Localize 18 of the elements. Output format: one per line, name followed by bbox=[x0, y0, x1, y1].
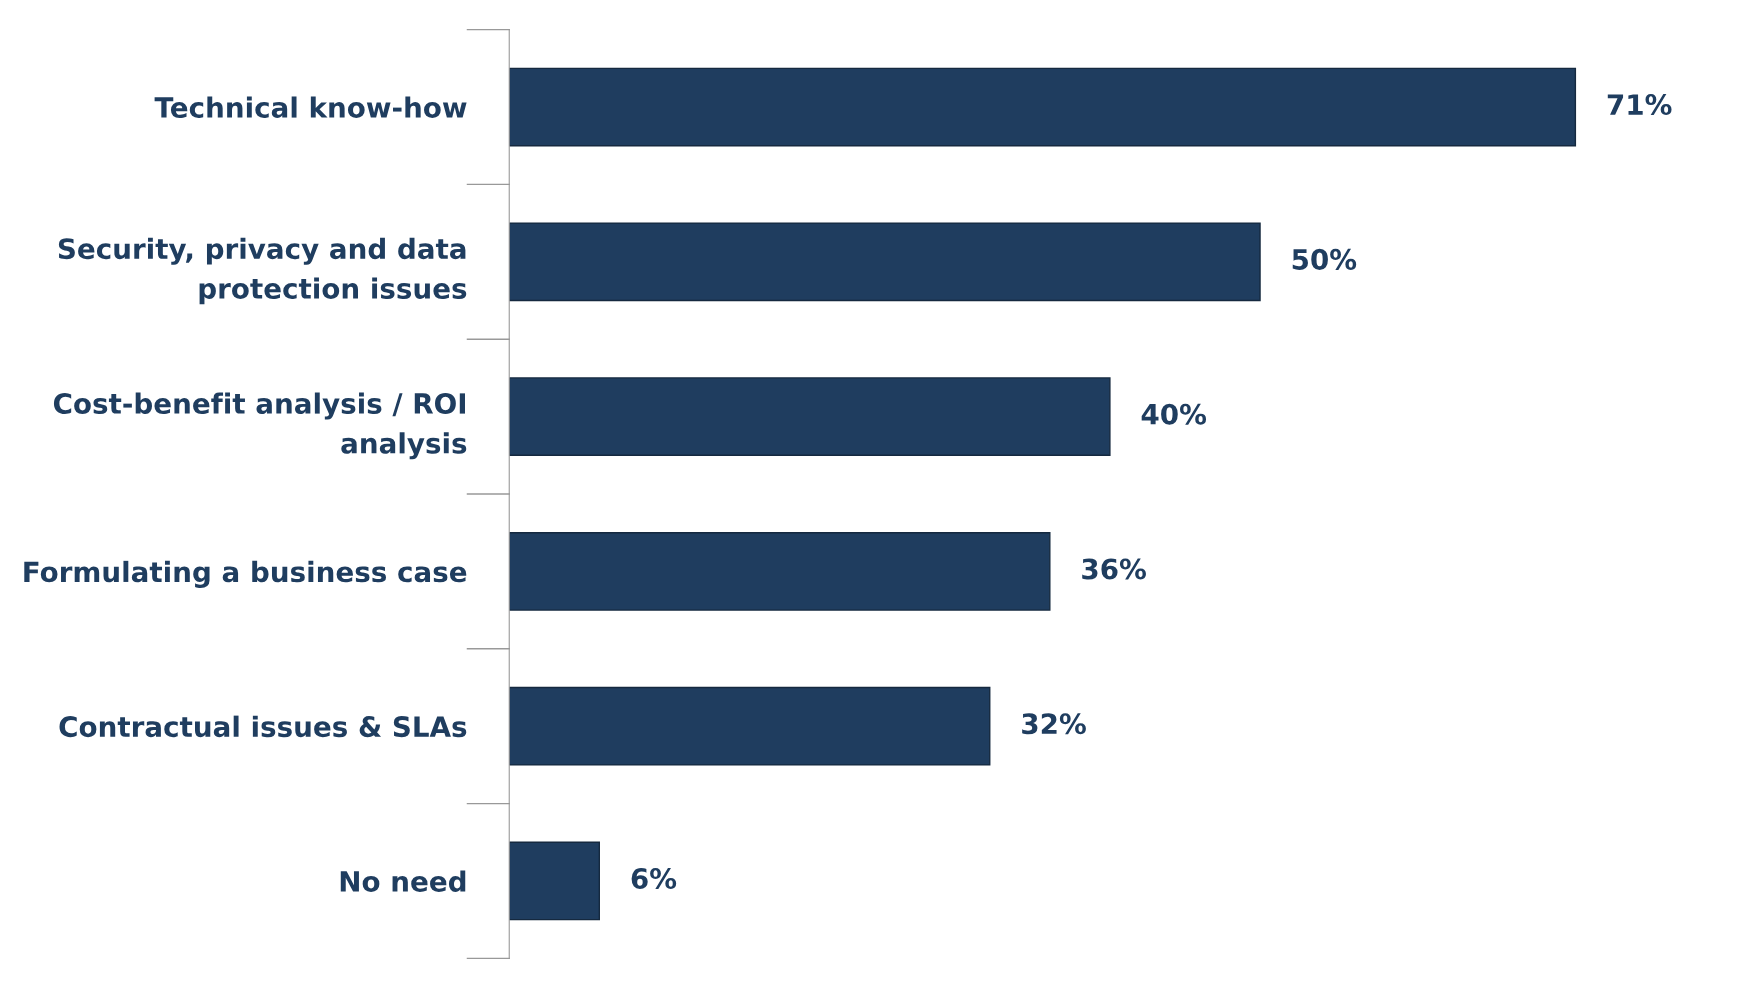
bar bbox=[509, 377, 1111, 456]
bar bbox=[509, 532, 1051, 611]
data-label: 36% bbox=[1082, 558, 1146, 580]
y-tick-label: Cost-benefit analysis / ROI analysis bbox=[53, 392, 467, 460]
data-label: 32% bbox=[1022, 713, 1086, 735]
y-tick-label: Formulating a business case bbox=[24, 560, 467, 588]
y-tick-label: Security, privacy and data protection issues bbox=[58, 237, 467, 305]
bar bbox=[509, 67, 1577, 147]
data-label: 6% bbox=[631, 868, 677, 890]
y-tick-label: No need bbox=[340, 870, 466, 892]
data-label: 40% bbox=[1141, 403, 1207, 425]
bar bbox=[509, 222, 1261, 302]
bar bbox=[509, 841, 601, 921]
bar bbox=[509, 686, 991, 766]
data-label: 71% bbox=[1607, 94, 1672, 116]
data-label: 50% bbox=[1292, 248, 1357, 270]
y-tick-label: Contractual issues & SLAs bbox=[59, 715, 467, 738]
y-tick-label: Technical know-how bbox=[154, 96, 467, 118]
